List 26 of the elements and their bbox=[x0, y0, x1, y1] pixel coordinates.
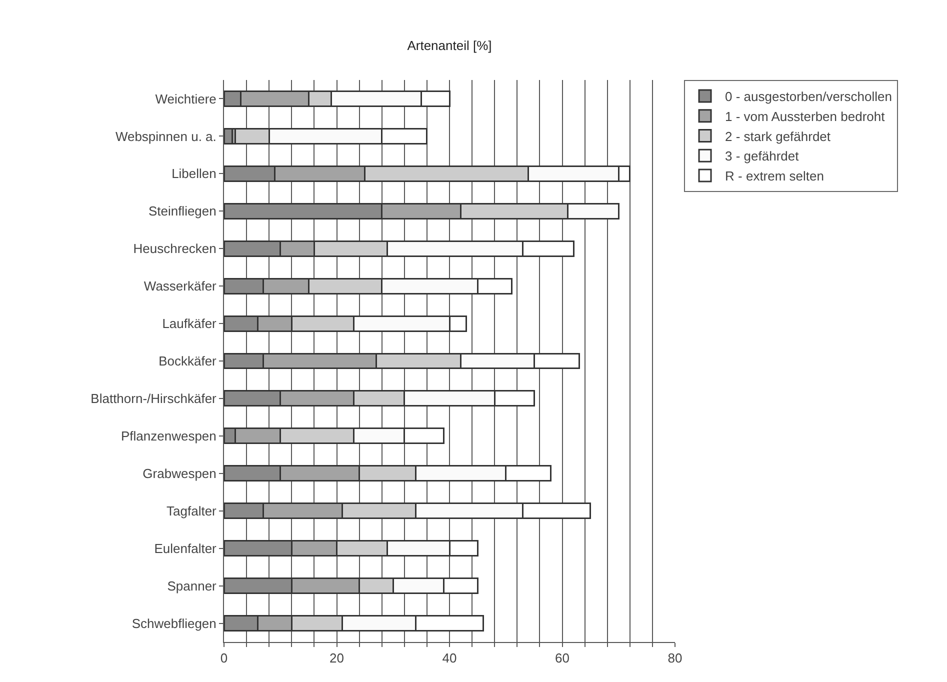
legend-label: 2 - stark gefährdet bbox=[725, 128, 831, 144]
legend-label: 3 - gefährdet bbox=[725, 148, 800, 164]
x-tick-label: 40 bbox=[442, 650, 457, 666]
x-tick-label: 80 bbox=[668, 650, 682, 666]
y-tick-label: Blatthorn-/Hirschkäfer bbox=[90, 391, 218, 406]
y-tick-label: Tagfalter bbox=[166, 503, 218, 518]
y-tick-label: Eulenfalter bbox=[154, 540, 218, 556]
y-tick-label: Weichtiere bbox=[155, 91, 216, 106]
y-tick-label: Bockkäfer bbox=[158, 354, 218, 369]
y-tick-label: Grabwespen bbox=[142, 466, 216, 481]
legend-label: R - extrem selten bbox=[725, 168, 824, 184]
y-tick-label: Spanner bbox=[167, 578, 218, 594]
x-tick-label: 60 bbox=[555, 650, 570, 666]
legend-label: 1 - vom Aussterben bedroht bbox=[725, 108, 886, 124]
y-tick-label: Wasserkäfer bbox=[144, 278, 218, 294]
x-tick-label: 20 bbox=[330, 650, 344, 666]
chart-title: Artenanteil [%] bbox=[407, 38, 492, 54]
y-tick-label: Heuschrecken bbox=[133, 241, 216, 256]
y-tick-label: Webspinnen u. a. bbox=[115, 128, 216, 144]
y-tick-label: Schwebfliegen bbox=[132, 616, 216, 631]
y-tick-label: Libellen bbox=[172, 166, 216, 182]
x-tick-label: 0 bbox=[220, 650, 228, 666]
y-tick-label: Steinfliegen bbox=[148, 204, 216, 219]
y-tick-label: Pflanzenwespen bbox=[120, 428, 216, 444]
y-tick-label: Laufkäfer bbox=[162, 316, 218, 332]
legend-label: 0 - ausgestorben/verschollen bbox=[725, 89, 892, 104]
